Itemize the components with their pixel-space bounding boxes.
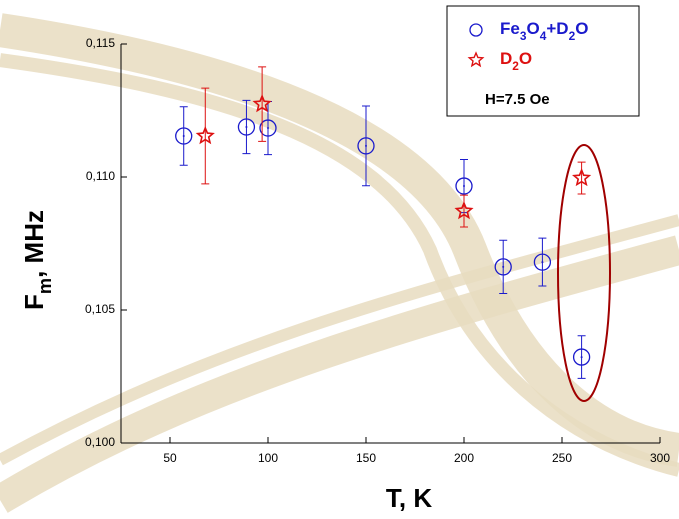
center-dot	[245, 125, 248, 128]
y-tick-label: 0,110	[86, 169, 115, 183]
background-decoration	[0, 13, 679, 513]
center-dot	[365, 144, 367, 147]
circle-marker	[259, 119, 277, 137]
error-bar	[460, 194, 468, 228]
y-tick-label: 0,105	[85, 302, 115, 316]
error-bar	[258, 66, 267, 142]
x-tick-label: 200	[454, 451, 474, 465]
circle-marker	[494, 258, 512, 276]
circle-marker	[572, 348, 591, 366]
center-dot	[182, 135, 185, 138]
star-marker	[252, 93, 272, 113]
error-bar	[201, 87, 210, 185]
circle-marker	[237, 118, 256, 136]
circle-marker	[357, 137, 375, 155]
legend-label: D2O	[500, 49, 532, 73]
center-dot	[463, 185, 465, 188]
x-tick-label: 50	[163, 451, 177, 465]
center-dot	[541, 261, 544, 264]
center-dot	[502, 265, 505, 268]
star-marker	[195, 125, 215, 145]
circle-marker	[455, 177, 473, 195]
star-marker	[454, 200, 474, 220]
x-axis-label: T, K	[386, 483, 432, 513]
x-tick-label: 150	[356, 451, 376, 465]
y-axis-label: Fm, MHz	[19, 210, 55, 310]
x-tick-label: 250	[552, 451, 572, 465]
x-tick-label: 300	[650, 451, 670, 465]
center-dot	[580, 356, 583, 359]
circle-marker	[533, 253, 552, 271]
legend-label: Fe3O4+D2O	[500, 19, 588, 43]
legend-marker	[469, 23, 483, 37]
center-dot	[267, 127, 269, 130]
y-tick-label: 0,115	[86, 36, 115, 50]
star-marker	[572, 167, 592, 187]
legend-marker	[467, 51, 485, 68]
error-bar	[577, 161, 586, 195]
highlight-ellipse	[557, 144, 611, 402]
y-tick-label: 0,100	[85, 435, 115, 449]
x-tick-label: 100	[258, 451, 278, 465]
annotation: H=7.5 Oe	[485, 91, 550, 108]
circle-marker	[175, 127, 193, 145]
